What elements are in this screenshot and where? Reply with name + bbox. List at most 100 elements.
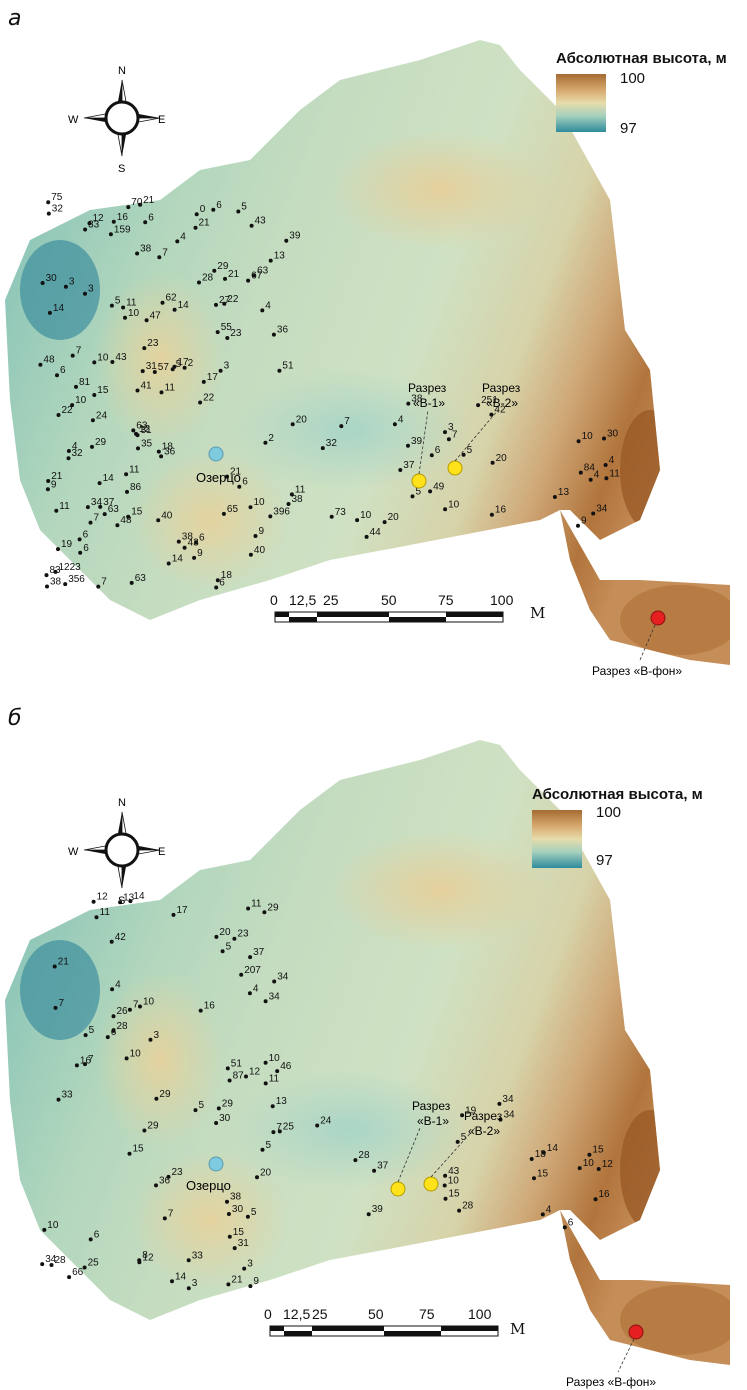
section-b2-marker[interactable]: [423, 1176, 439, 1192]
sample-point-value: 3: [88, 284, 94, 295]
sample-point-value: 4: [265, 300, 271, 311]
sample-point-value: 43: [448, 1166, 460, 1177]
sample-point-value: 7: [452, 429, 458, 440]
lake-marker[interactable]: [208, 446, 224, 462]
sample-point: [121, 305, 126, 310]
section-b2-label-line2: «В-2»: [468, 1124, 500, 1138]
sample-point: [110, 360, 115, 364]
sample-point-value: 28: [117, 1021, 129, 1032]
sample-point: [552, 495, 557, 499]
sample-point-value: 16: [599, 1189, 611, 1200]
sample-point: [47, 310, 52, 315]
sample-point: [70, 403, 75, 408]
section-background-marker[interactable]: [650, 610, 666, 626]
sample-point-value: 42: [494, 405, 506, 416]
sample-point: [263, 1060, 268, 1065]
sample-point: [372, 1168, 377, 1173]
section-background-marker[interactable]: [628, 1324, 644, 1340]
sample-point-value: 10: [448, 499, 460, 510]
sample-point: [353, 1158, 358, 1163]
sample-point-value: 10: [143, 997, 155, 1008]
sample-point: [236, 209, 241, 214]
sample-point: [56, 1097, 61, 1102]
sample-point: [148, 1037, 153, 1042]
sample-point-value: 14: [175, 1271, 187, 1282]
sample-point-value: 16: [495, 505, 507, 516]
sample-point-value: 57: [158, 362, 170, 373]
sample-point-value: 21: [228, 269, 240, 280]
sample-point: [576, 523, 580, 528]
sample-point-value: 16: [80, 1055, 92, 1066]
lake-marker[interactable]: [208, 1156, 224, 1172]
sample-point-value: 4: [180, 231, 186, 242]
sample-point-value: 49: [433, 481, 445, 492]
sample-point-value: 10: [269, 1053, 281, 1064]
sample-point-value: 13: [274, 251, 286, 262]
sample-point-value: 6: [242, 477, 248, 488]
sample-point: [268, 514, 273, 519]
sample-point: [392, 422, 397, 427]
sample-point: [56, 547, 60, 552]
terrain-surface: [5, 40, 730, 665]
sample-point-value: 17: [207, 372, 219, 383]
sample-point: [193, 1108, 198, 1113]
sample-point-value: 15: [233, 1227, 245, 1238]
sample-point: [198, 1008, 203, 1013]
sample-point-value: 6: [216, 200, 222, 211]
sample-point-value: 23: [230, 328, 242, 339]
sample-point: [239, 972, 244, 977]
sample-point-value: 35: [141, 438, 153, 449]
sample-point-value: 10: [254, 497, 266, 508]
sample-point-value: 10: [582, 431, 594, 442]
sample-point: [83, 291, 87, 296]
sample-point-value: 34: [596, 504, 608, 515]
sample-point: [355, 518, 360, 523]
scale-tick-label: 75: [419, 1306, 435, 1322]
sample-point-value: 55: [221, 322, 233, 333]
elevation-map[interactable]: 4663721486734383736562021513830386315762…: [0, 0, 747, 690]
sample-point-value: 75: [51, 192, 63, 203]
sample-point: [198, 400, 203, 405]
sample-point: [109, 939, 114, 944]
sample-point: [186, 1258, 191, 1263]
sample-point-value: 30: [219, 1113, 231, 1124]
panel-a: а: [0, 0, 747, 690]
sample-point-value: 38: [140, 244, 152, 255]
compass-north: N: [118, 65, 126, 77]
sample-point: [66, 449, 71, 453]
sample-point-value: 32: [326, 438, 338, 449]
sample-point-value: 33: [62, 1090, 74, 1101]
sample-point: [222, 301, 227, 306]
sample-point: [498, 1117, 503, 1122]
sample-point-value: 36: [159, 1175, 171, 1186]
sample-point: [138, 202, 143, 207]
sample-point: [126, 205, 131, 210]
sample-point-value: 11: [129, 464, 140, 475]
sample-point-value: 3: [69, 277, 75, 288]
sample-point: [166, 561, 171, 566]
sample-point-value: 6: [83, 529, 89, 540]
sample-point-value: 5: [241, 202, 247, 213]
sample-point-value: 4: [398, 414, 404, 425]
leader-line: [617, 1338, 635, 1373]
sample-point: [286, 502, 291, 506]
section-b1-marker[interactable]: [390, 1181, 406, 1197]
section-b1-marker[interactable]: [411, 473, 427, 489]
sample-point: [131, 428, 136, 433]
sample-point-value: 7: [59, 998, 65, 1009]
sample-point-value: 33: [192, 1250, 204, 1261]
sample-point-value: 37: [253, 947, 265, 958]
sample-point-value: 28: [358, 1150, 370, 1161]
sample-point-value: 12: [97, 892, 109, 903]
sample-point-value: 4: [594, 470, 600, 481]
sample-point: [541, 1150, 546, 1155]
sample-point-value: 11: [59, 501, 70, 512]
sample-point: [137, 1258, 142, 1263]
sample-point: [172, 364, 177, 369]
sample-point-value: 31: [238, 1238, 250, 1249]
sample-point: [529, 1157, 534, 1161]
compass-east: E: [158, 846, 165, 858]
sample-point: [156, 518, 161, 523]
section-b2-marker[interactable]: [447, 460, 463, 476]
